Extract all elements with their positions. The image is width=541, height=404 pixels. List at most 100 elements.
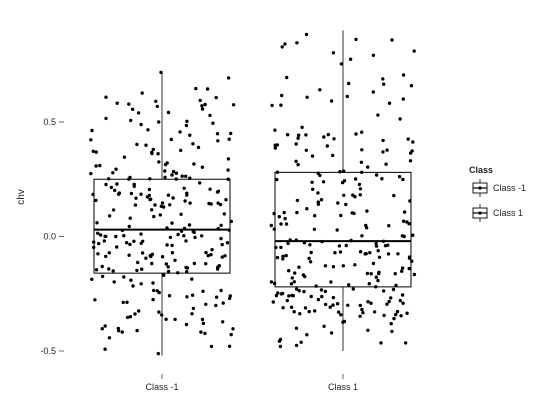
data-point	[163, 175, 167, 179]
data-point	[294, 142, 298, 146]
data-point	[100, 274, 105, 279]
data-point	[208, 187, 212, 191]
data-point	[149, 197, 153, 201]
data-point	[114, 234, 118, 239]
data-point	[353, 263, 357, 267]
data-point	[358, 187, 363, 191]
data-point	[357, 182, 362, 187]
data-point	[130, 107, 135, 112]
data-point	[329, 331, 334, 335]
data-point	[165, 243, 169, 247]
data-point	[401, 97, 405, 101]
data-point	[294, 159, 298, 163]
data-point	[311, 187, 315, 191]
data-point	[284, 253, 288, 258]
data-point	[407, 256, 412, 260]
data-point	[104, 95, 108, 99]
data-point	[121, 300, 125, 305]
data-point	[198, 98, 202, 103]
data-point	[353, 177, 358, 181]
data-point	[381, 77, 385, 81]
data-point	[385, 302, 389, 306]
data-point	[200, 165, 205, 169]
data-point	[135, 142, 139, 147]
data-point	[190, 293, 195, 297]
data-point	[117, 191, 122, 195]
data-point	[366, 328, 370, 332]
data-point	[376, 113, 380, 117]
data-point	[128, 242, 132, 247]
data-point	[192, 261, 197, 266]
data-point	[124, 241, 129, 245]
data-point	[154, 99, 158, 104]
data-point	[211, 121, 215, 125]
data-point	[159, 204, 163, 208]
data-point	[94, 198, 98, 203]
data-point	[406, 137, 410, 141]
data-point	[275, 177, 279, 182]
data-point	[382, 82, 386, 86]
data-point	[135, 268, 139, 273]
data-point	[336, 201, 340, 205]
data-point	[290, 276, 294, 280]
data-point	[111, 171, 115, 175]
data-point	[394, 312, 398, 317]
data-point	[104, 182, 108, 187]
data-point	[158, 213, 162, 217]
data-point	[331, 153, 335, 158]
data-point	[171, 196, 175, 200]
data-point	[185, 119, 189, 124]
data-point	[393, 272, 397, 276]
data-point	[115, 245, 119, 249]
data-point	[326, 132, 330, 137]
legend: Class Class -1 Class 1	[469, 165, 526, 222]
data-point	[151, 147, 155, 152]
data-point	[219, 236, 223, 241]
data-point	[374, 241, 378, 246]
data-point	[107, 251, 112, 255]
data-point	[151, 281, 155, 285]
data-point	[150, 208, 154, 212]
data-point	[168, 235, 173, 240]
data-point	[365, 271, 370, 276]
data-point	[112, 280, 116, 284]
data-point	[113, 188, 117, 193]
data-point	[299, 340, 303, 344]
data-point	[335, 302, 340, 306]
data-point	[411, 140, 415, 144]
data-point	[122, 275, 126, 279]
box-iqr	[93, 178, 231, 274]
data-point	[331, 51, 336, 55]
data-point	[337, 244, 342, 248]
data-point	[184, 322, 189, 327]
data-point	[336, 310, 341, 314]
data-point	[405, 220, 409, 224]
data-point	[129, 118, 133, 123]
y-axis-title: chv	[16, 189, 27, 205]
data-point	[371, 90, 375, 94]
data-point	[386, 252, 391, 256]
data-point	[157, 310, 161, 314]
data-point	[285, 75, 289, 80]
data-point	[129, 191, 134, 196]
data-point	[345, 94, 349, 99]
data-point	[184, 174, 188, 178]
data-point	[163, 162, 168, 167]
data-point	[400, 266, 405, 270]
data-point	[192, 162, 196, 166]
data-point	[374, 173, 379, 177]
data-point	[374, 244, 379, 248]
data-point	[292, 280, 296, 284]
data-point	[155, 104, 159, 109]
data-point	[310, 180, 314, 184]
data-point	[281, 254, 285, 258]
data-point	[319, 198, 324, 202]
data-point	[98, 233, 103, 237]
data-point	[203, 102, 207, 107]
data-point	[395, 309, 400, 314]
data-point	[358, 314, 362, 318]
data-point	[305, 207, 309, 211]
data-point	[301, 273, 306, 277]
data-point	[387, 299, 391, 304]
legend-item: Class 1	[472, 204, 523, 222]
